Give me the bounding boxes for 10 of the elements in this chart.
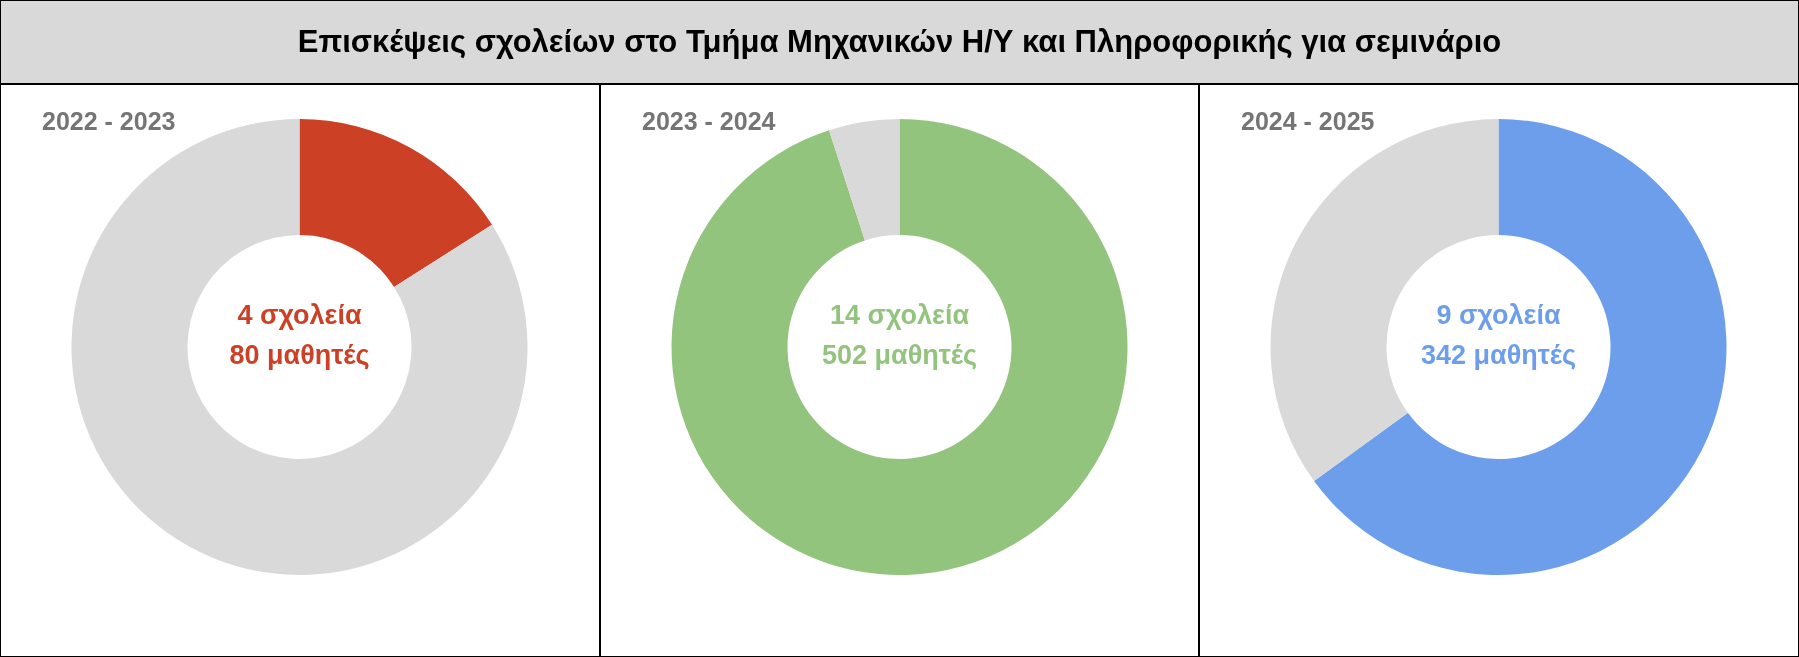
text: 9 σχολεία (1436, 299, 1561, 330)
text: 4 σχολεία (237, 299, 362, 330)
text: 14 σχολεία (830, 299, 970, 330)
text: 502 μαθητές (821, 339, 978, 370)
chart-subtitle: 2023 - 2024 (642, 106, 776, 135)
text: 342 μαθητές (1420, 339, 1577, 370)
text: 80 μαθητές (229, 339, 370, 370)
text: Επισκέψεις σχολείων στο Τμήμα Μηχανικών Η/Υ και Πληροφορικής για σεμινάριο (1, 1, 1798, 85)
chart-subtitle: 2022 - 2023 (42, 106, 176, 135)
chart-subtitle: 2024 - 2025 (1241, 106, 1375, 135)
